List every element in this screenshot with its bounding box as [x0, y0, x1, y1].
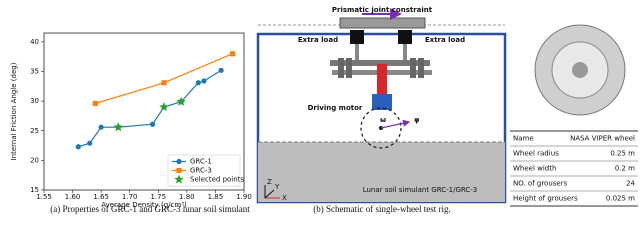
point: [87, 140, 93, 146]
y-tick-label: 30: [30, 97, 39, 105]
point: [229, 51, 236, 57]
table-cell: 0.2 m: [615, 165, 635, 173]
x-tick-label: 1.65: [93, 193, 109, 201]
point: [98, 124, 104, 130]
table-cell: 24: [626, 180, 635, 188]
x-tick-label: 1.70: [122, 193, 138, 201]
point: [92, 100, 99, 107]
table-cell: Wheel width: [513, 165, 556, 173]
legend-marker: [176, 167, 182, 174]
x-axis-label: Average Density (g/cm³): [101, 201, 187, 209]
series-line: [78, 69, 222, 148]
point: [195, 80, 201, 86]
schematic-label: Z: [267, 178, 272, 186]
table-cell: Wheel radius: [513, 150, 559, 158]
legend-marker: [176, 158, 182, 165]
point: [113, 122, 124, 132]
caption: (a) Properties of GRC-1 and GRC-3 lunar …: [50, 204, 250, 214]
caption: (b) Schematic of single-wheel test rig.: [313, 204, 450, 214]
schematic-label: Y: [274, 183, 280, 191]
y-axis-label: Internal Friction Angle (deg): [10, 62, 18, 160]
schematic-label: ω: [380, 116, 386, 124]
y-tick-label: 20: [30, 156, 39, 164]
table-cell: NO. of grousers: [513, 180, 568, 188]
schematic-label: φ: [414, 116, 420, 124]
table-cell: Height of grousers: [513, 195, 578, 203]
legend-label: GRC-1: [190, 158, 212, 166]
y-tick-label: 40: [30, 38, 39, 46]
point: [218, 67, 224, 73]
schematic-label: Extra load: [425, 36, 465, 44]
legend-marker: [174, 174, 184, 184]
plot-frame: [43, 32, 245, 191]
schematic-label: Extra load: [298, 36, 338, 44]
schematic-label: Driving motor: [308, 104, 363, 112]
schematic-label: X: [282, 194, 287, 202]
point: [149, 121, 156, 127]
x-tick-label: 1.80: [179, 193, 195, 201]
y-tick-label: 35: [30, 68, 39, 76]
point: [161, 80, 167, 86]
x-tick-label: 1.55: [36, 193, 52, 201]
series-line: [95, 53, 233, 105]
point: [159, 102, 169, 112]
legend-label: Selected points: [190, 176, 244, 184]
x-tick-label: 1.85: [208, 193, 224, 201]
point: [201, 78, 207, 84]
table-cell: Name: [513, 135, 534, 143]
schematic-label: Prismatic joint constraint: [332, 6, 433, 14]
y-tick-label: 15: [30, 186, 39, 194]
figure: Prismatic joint constraint Extra load Ex…: [10, 6, 638, 214]
table-cell: 0.25 m: [610, 150, 635, 158]
point: [75, 144, 81, 150]
schematic-label: Lunar soil simulant GRC-1/GRC-3: [363, 186, 478, 194]
x-tick-label: 1.75: [150, 193, 166, 201]
table-cell: NASA VIPER wheel: [570, 135, 635, 143]
x-tick-label: 1.60: [65, 193, 81, 201]
x-tick-label: 1.90: [236, 193, 252, 201]
table-cell: 0.025 m: [606, 195, 635, 203]
point: [176, 96, 186, 106]
y-tick-label: 25: [30, 127, 39, 135]
legend-label: GRC-3: [190, 167, 212, 175]
schematic: Prismatic joint constraint Extra load Ex…: [256, 6, 626, 204]
